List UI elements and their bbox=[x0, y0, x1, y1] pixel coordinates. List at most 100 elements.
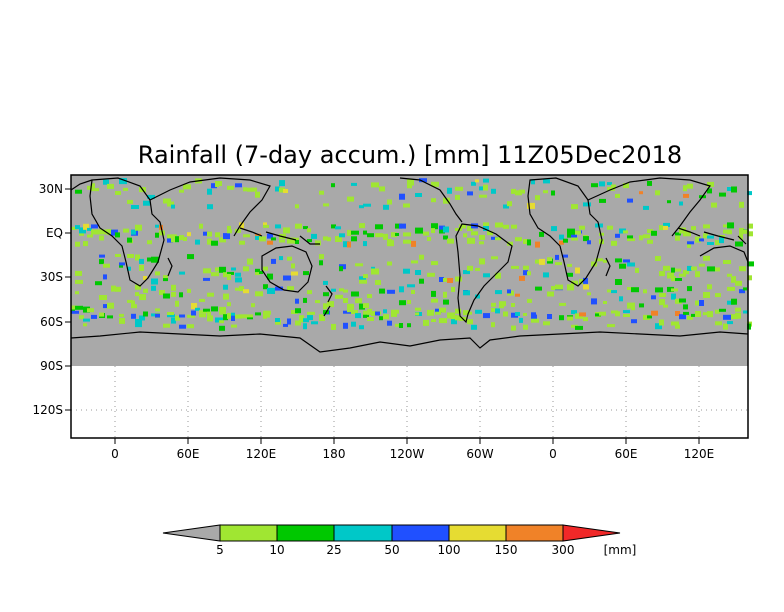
rain-cell bbox=[191, 303, 197, 309]
rain-cell bbox=[99, 295, 107, 300]
rain-cell bbox=[331, 224, 336, 229]
rain-cell bbox=[431, 290, 436, 297]
rain-cell bbox=[135, 254, 140, 261]
lat-label-30s: 30S bbox=[40, 270, 63, 284]
rain-cell bbox=[143, 288, 148, 293]
rain-cell bbox=[603, 259, 607, 263]
rain-cell bbox=[303, 323, 307, 330]
rain-cell bbox=[651, 230, 657, 236]
rain-cell bbox=[131, 313, 136, 319]
rain-cell bbox=[227, 312, 232, 319]
rain-cell bbox=[511, 265, 519, 269]
rain-cell bbox=[211, 183, 217, 189]
rain-cell bbox=[647, 229, 653, 234]
rain-cell bbox=[355, 263, 363, 267]
rain-cell bbox=[187, 254, 194, 260]
rain-cell bbox=[615, 233, 620, 238]
rain-cell bbox=[507, 289, 511, 294]
rain-cell bbox=[543, 179, 550, 184]
rain-cell bbox=[631, 319, 637, 324]
rain-cell bbox=[351, 230, 359, 235]
rain-cell bbox=[155, 313, 160, 318]
rain-cell bbox=[599, 181, 605, 187]
colorbar-label-5: 5 bbox=[216, 543, 224, 557]
rain-cell bbox=[687, 183, 693, 189]
rain-cell bbox=[675, 232, 681, 236]
map-border bbox=[70, 174, 749, 439]
rain-cell bbox=[231, 312, 235, 316]
rain-cell bbox=[523, 239, 528, 244]
rain-cell bbox=[255, 272, 260, 276]
rain-cell bbox=[463, 233, 467, 238]
rain-cell bbox=[547, 314, 552, 319]
rain-cell bbox=[555, 284, 563, 290]
rain-cell bbox=[71, 305, 77, 310]
rain-cell bbox=[83, 223, 89, 230]
rain-cell bbox=[211, 306, 218, 312]
rain-cell bbox=[303, 297, 307, 303]
rain-cell bbox=[619, 263, 626, 269]
rain-cell bbox=[351, 321, 356, 327]
rain-cell bbox=[255, 191, 260, 198]
lat-label-120s: 120S bbox=[32, 403, 63, 417]
rain-cell bbox=[323, 280, 328, 285]
rain-cell bbox=[579, 312, 586, 317]
rain-cell bbox=[735, 312, 741, 319]
rain-cell bbox=[303, 271, 309, 276]
rain-cell bbox=[275, 186, 280, 192]
rain-cell bbox=[623, 314, 630, 317]
rain-cell bbox=[491, 307, 497, 312]
rain-cell bbox=[391, 311, 397, 317]
rain-cell bbox=[415, 227, 423, 234]
rain-cell bbox=[655, 190, 660, 196]
rain-cell bbox=[339, 288, 344, 292]
rain-cell bbox=[207, 238, 212, 245]
rain-cell bbox=[635, 267, 639, 273]
rain-cell bbox=[235, 277, 242, 283]
rain-cell bbox=[335, 226, 341, 230]
rain-cell bbox=[387, 261, 392, 266]
rain-cell bbox=[471, 181, 476, 186]
rain-cell bbox=[383, 233, 388, 240]
rain-cell bbox=[295, 308, 301, 314]
rain-cell bbox=[355, 298, 362, 304]
rain-cell bbox=[195, 239, 200, 245]
rain-cell bbox=[559, 234, 564, 240]
rain-cell bbox=[335, 294, 343, 299]
rain-cell bbox=[643, 314, 650, 320]
rain-cell bbox=[611, 290, 617, 294]
rain-cell bbox=[447, 278, 453, 283]
rain-cell bbox=[319, 317, 325, 321]
rain-cell bbox=[127, 237, 132, 243]
rain-cell bbox=[359, 325, 364, 330]
rain-cell bbox=[519, 275, 525, 281]
rain-cell bbox=[623, 230, 628, 234]
rainfall-field bbox=[71, 178, 754, 331]
rain-cell bbox=[627, 302, 635, 309]
rain-cell bbox=[443, 235, 448, 240]
rain-cell bbox=[591, 261, 597, 267]
colorbar: 5 10 25 50 100 150 300 [mm] bbox=[162, 524, 636, 557]
rain-cell bbox=[263, 224, 269, 228]
rain-cell bbox=[183, 184, 191, 190]
rain-cell bbox=[91, 188, 99, 192]
rain-cell bbox=[279, 256, 283, 261]
rain-cell bbox=[683, 231, 691, 237]
rain-cell bbox=[427, 310, 434, 316]
rain-cell bbox=[495, 308, 500, 314]
eurasia-outline-left bbox=[70, 177, 271, 237]
rain-cell bbox=[143, 311, 148, 317]
rain-cell bbox=[319, 254, 324, 260]
rain-cell bbox=[99, 312, 104, 317]
rain-cell bbox=[71, 226, 77, 230]
rain-cell bbox=[75, 241, 80, 247]
lat-label-60s: 60S bbox=[40, 315, 63, 329]
rain-cell bbox=[439, 229, 445, 234]
rain-cell bbox=[79, 315, 84, 320]
rain-cell bbox=[483, 313, 490, 319]
rain-cell bbox=[583, 202, 591, 207]
rain-cell bbox=[87, 308, 94, 313]
rain-cell bbox=[419, 278, 424, 284]
rain-cell bbox=[111, 229, 118, 236]
rain-cell bbox=[199, 298, 205, 302]
